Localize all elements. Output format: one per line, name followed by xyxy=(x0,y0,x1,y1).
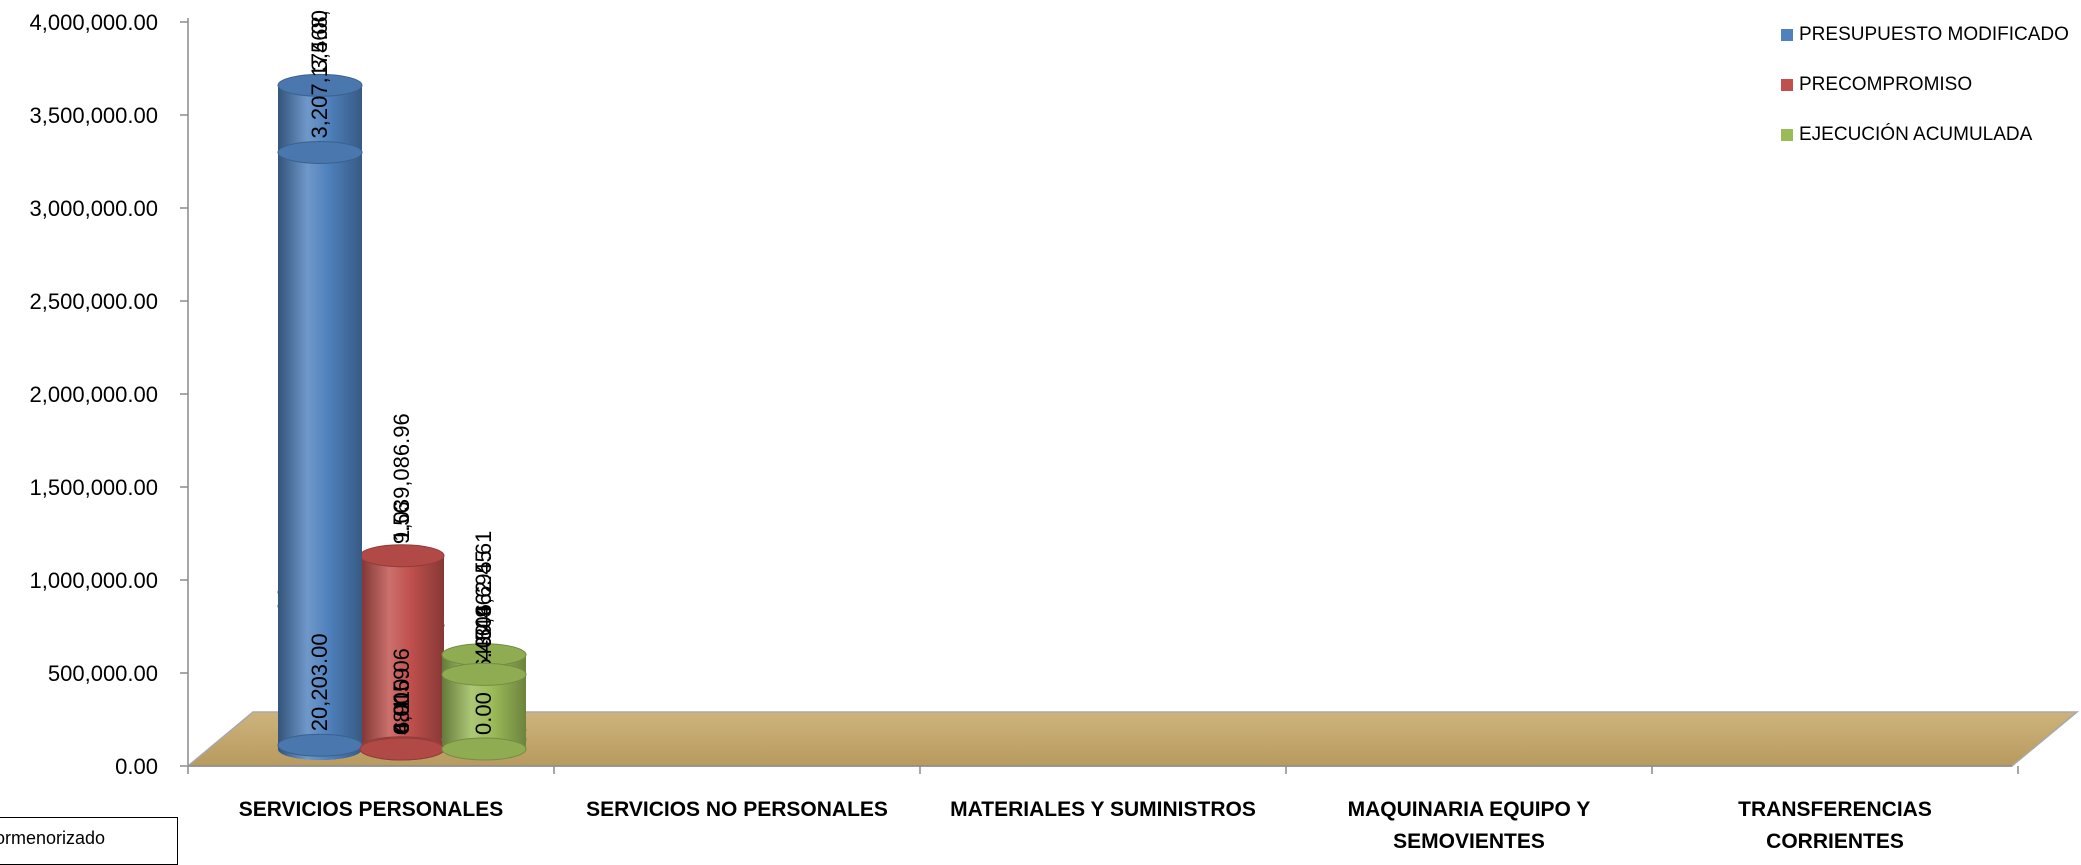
note-text: ormenorizado xyxy=(0,828,106,848)
legend-label-ejecucion: EJECUCIÓN ACUMULADA xyxy=(1799,124,2033,145)
bar-cap xyxy=(359,737,445,761)
legend-swatch-ejecucion xyxy=(1781,129,1793,141)
data-label: 1,039,086.96 xyxy=(389,413,414,541)
category-label: MAQUINARIA EQUIPO Y xyxy=(1348,798,1591,821)
bar xyxy=(277,140,363,760)
note-box: ormenorizado xyxy=(0,817,178,865)
legend-item-presupuesto: PRESUPUESTO MODIFICADO xyxy=(1781,10,2069,60)
bar-body xyxy=(278,152,362,760)
data-label: 3,568, xyxy=(307,10,332,71)
category-label: SEMOVIENTES xyxy=(1393,830,1545,853)
category-label: SERVICIOS PERSONALES xyxy=(239,798,504,821)
data-label: 6,910.06 xyxy=(389,648,414,734)
data-label: 400,962.45 xyxy=(471,550,496,660)
bar xyxy=(359,737,445,761)
bar xyxy=(277,733,363,760)
legend-label-presupuesto: PRESUPUESTO MODIFICADO xyxy=(1799,24,2069,45)
y-tick-label: 1,500,000.00 xyxy=(30,475,158,500)
category-label: TRANSFERENCIAS xyxy=(1738,798,1932,821)
y-tick-label: 0.00 xyxy=(115,754,158,779)
bar-cap xyxy=(441,737,527,761)
bar xyxy=(359,544,445,760)
y-tick-label: 4,000,000.00 xyxy=(30,10,158,35)
y-tick-label: 2,000,000.00 xyxy=(30,382,158,407)
legend-swatch-precompromiso xyxy=(1781,79,1793,91)
chart-legend: PRESUPUESTO MODIFICADO PRECOMPROMISO EJE… xyxy=(1781,10,2069,160)
data-label: 3,207,174.00 xyxy=(307,10,332,138)
bar xyxy=(441,662,527,760)
category-label: SERVICIOS NO PERSONALES xyxy=(586,798,888,821)
bar xyxy=(441,737,527,761)
legend-swatch-presupuesto xyxy=(1781,29,1793,41)
bar-cap xyxy=(277,140,363,164)
bar-body xyxy=(360,555,444,760)
y-tick-label: 1,000,000.00 xyxy=(30,568,158,593)
y-tick-label: 3,000,000.00 xyxy=(30,196,158,221)
bar-cap xyxy=(277,73,363,97)
category-label: MATERIALES Y SUMINISTROS xyxy=(950,798,1256,821)
data-label: 20,203.00 xyxy=(307,633,332,731)
y-tick-label: 2,500,000.00 xyxy=(30,289,158,314)
bar-cap xyxy=(441,662,527,686)
data-label: 481.59 xyxy=(389,668,414,735)
legend-label-precompromiso: PRECOMPROMISO xyxy=(1799,74,1973,95)
y-tick-label: 500,000.00 xyxy=(48,661,158,686)
bar-body xyxy=(442,674,526,760)
y-tick-label: 3,500,000.00 xyxy=(30,103,158,128)
legend-item-precompromiso: PRECOMPROMISO xyxy=(1781,60,2069,110)
data-label: 506,695.61 xyxy=(471,531,496,641)
bar-cap xyxy=(359,544,445,568)
bar-cap xyxy=(277,733,363,757)
category-label: CORRIENTES xyxy=(1766,830,1904,853)
category-group: 20,203.00 0.00 0.00 xyxy=(277,633,527,761)
data-label: 0.00 xyxy=(471,692,496,735)
legend-item-ejecucion: EJECUCIÓN ACUMULADA xyxy=(1781,110,2069,160)
data-label: 0.00 xyxy=(389,692,414,735)
